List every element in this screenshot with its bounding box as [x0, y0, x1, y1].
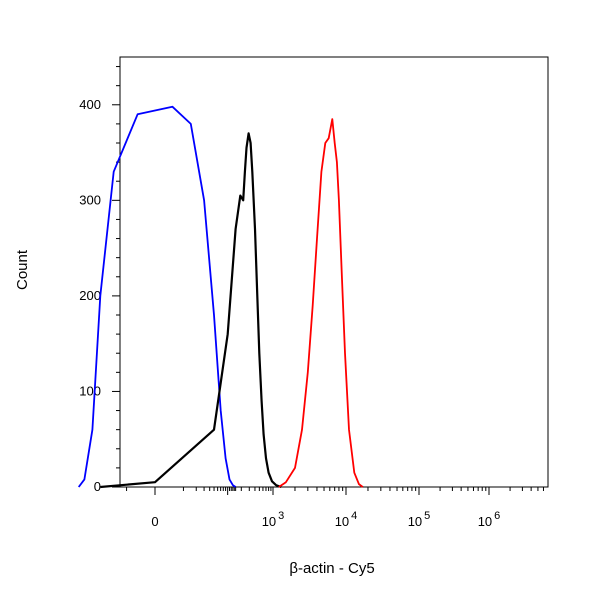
- y-tick-label: 100: [79, 383, 101, 398]
- series-group: [77, 105, 364, 489]
- x-axis-ticks: 0 10 3 10 4 10 5 10 6: [126, 487, 544, 529]
- x-tick-label: 10 4: [335, 510, 358, 529]
- y-tick-label: 300: [79, 192, 101, 207]
- series-line-1: [77, 105, 237, 488]
- y-tick-label: 200: [79, 288, 101, 303]
- x-tick-label: 10 3: [262, 510, 285, 529]
- x-axis-title: β-actin - Cy5: [289, 560, 374, 577]
- plot-frame: [119, 56, 549, 488]
- series-line-3: [278, 118, 364, 488]
- series-line-2: [100, 132, 282, 489]
- x-tick-label: 10 6: [478, 510, 501, 529]
- x-tick-label: 0: [151, 514, 158, 529]
- y-tick-label: 400: [79, 97, 101, 112]
- y-axis-title: Count: [14, 249, 31, 290]
- y-axis-ticks: 0 100 200 300 400: [79, 66, 120, 494]
- y-tick-label: 0: [94, 479, 101, 494]
- x-tick-label: 10 5: [408, 510, 431, 529]
